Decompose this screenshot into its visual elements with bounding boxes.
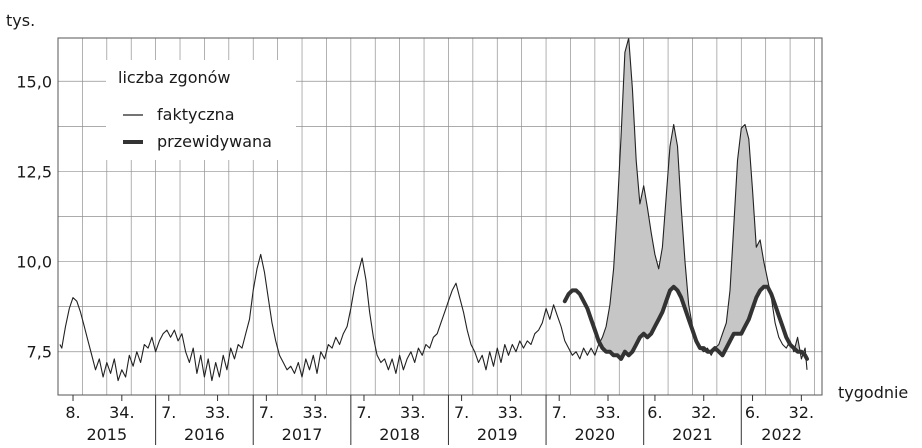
- x-year-label: 2016: [184, 425, 225, 444]
- x-week-label: 32.: [789, 403, 814, 422]
- x-week-label: 8.: [65, 403, 80, 422]
- axes: 7,5 10,0 12,5 15,0 8. 34. 2015 7. 33. 2016 7. 33. 20…: [16, 72, 814, 445]
- plot-frame: [57, 37, 823, 396]
- x-week-label: 33.: [498, 403, 523, 422]
- series-line-przewidywana: [562, 284, 809, 361]
- series-line-faktyczna: [59, 37, 808, 382]
- x-week-label: 7.: [259, 403, 274, 422]
- y-tick-label: 12,5: [16, 162, 52, 181]
- x-year-label: 2021: [672, 425, 713, 444]
- x-week-label: 33.: [302, 403, 327, 422]
- x-year-label: 2015: [86, 425, 127, 444]
- x-week-label: 32.: [691, 403, 716, 422]
- x-week-label: 7.: [552, 403, 567, 422]
- x-week-label: 6.: [745, 403, 760, 422]
- x-week-label: 33.: [205, 403, 230, 422]
- x-week-label: 7.: [161, 403, 176, 422]
- series: [59, 37, 809, 382]
- x-week-label: 7.: [356, 403, 371, 422]
- x-week-label: 34.: [109, 403, 134, 422]
- legend-item-predicted: przewidywana: [157, 132, 272, 151]
- legend-title: liczba zgonów: [118, 68, 231, 87]
- x-week-label: 33.: [400, 403, 425, 422]
- x-week-label: 7.: [454, 403, 469, 422]
- y-tick-label: 15,0: [16, 72, 52, 91]
- x-week-label: 6.: [647, 403, 662, 422]
- x-week-label: 33.: [595, 403, 620, 422]
- legend: liczba zgonów faktyczna przewidywana: [106, 60, 296, 160]
- x-year-label: 2022: [761, 425, 802, 444]
- legend-item-actual: faktyczna: [157, 105, 235, 124]
- x-axis-label: tygodnie: [838, 383, 908, 402]
- x-year-label: 2020: [575, 425, 616, 444]
- x-year-label: 2018: [379, 425, 420, 444]
- y-tick-label: 7,5: [27, 343, 52, 362]
- x-year-label: 2017: [282, 425, 323, 444]
- y-tick-label: 10,0: [16, 253, 52, 272]
- excess-deaths-area: [564, 38, 807, 359]
- y-axis-unit-label: tys.: [6, 11, 35, 30]
- excess-fill: [564, 38, 807, 359]
- x-year-label: 2019: [477, 425, 518, 444]
